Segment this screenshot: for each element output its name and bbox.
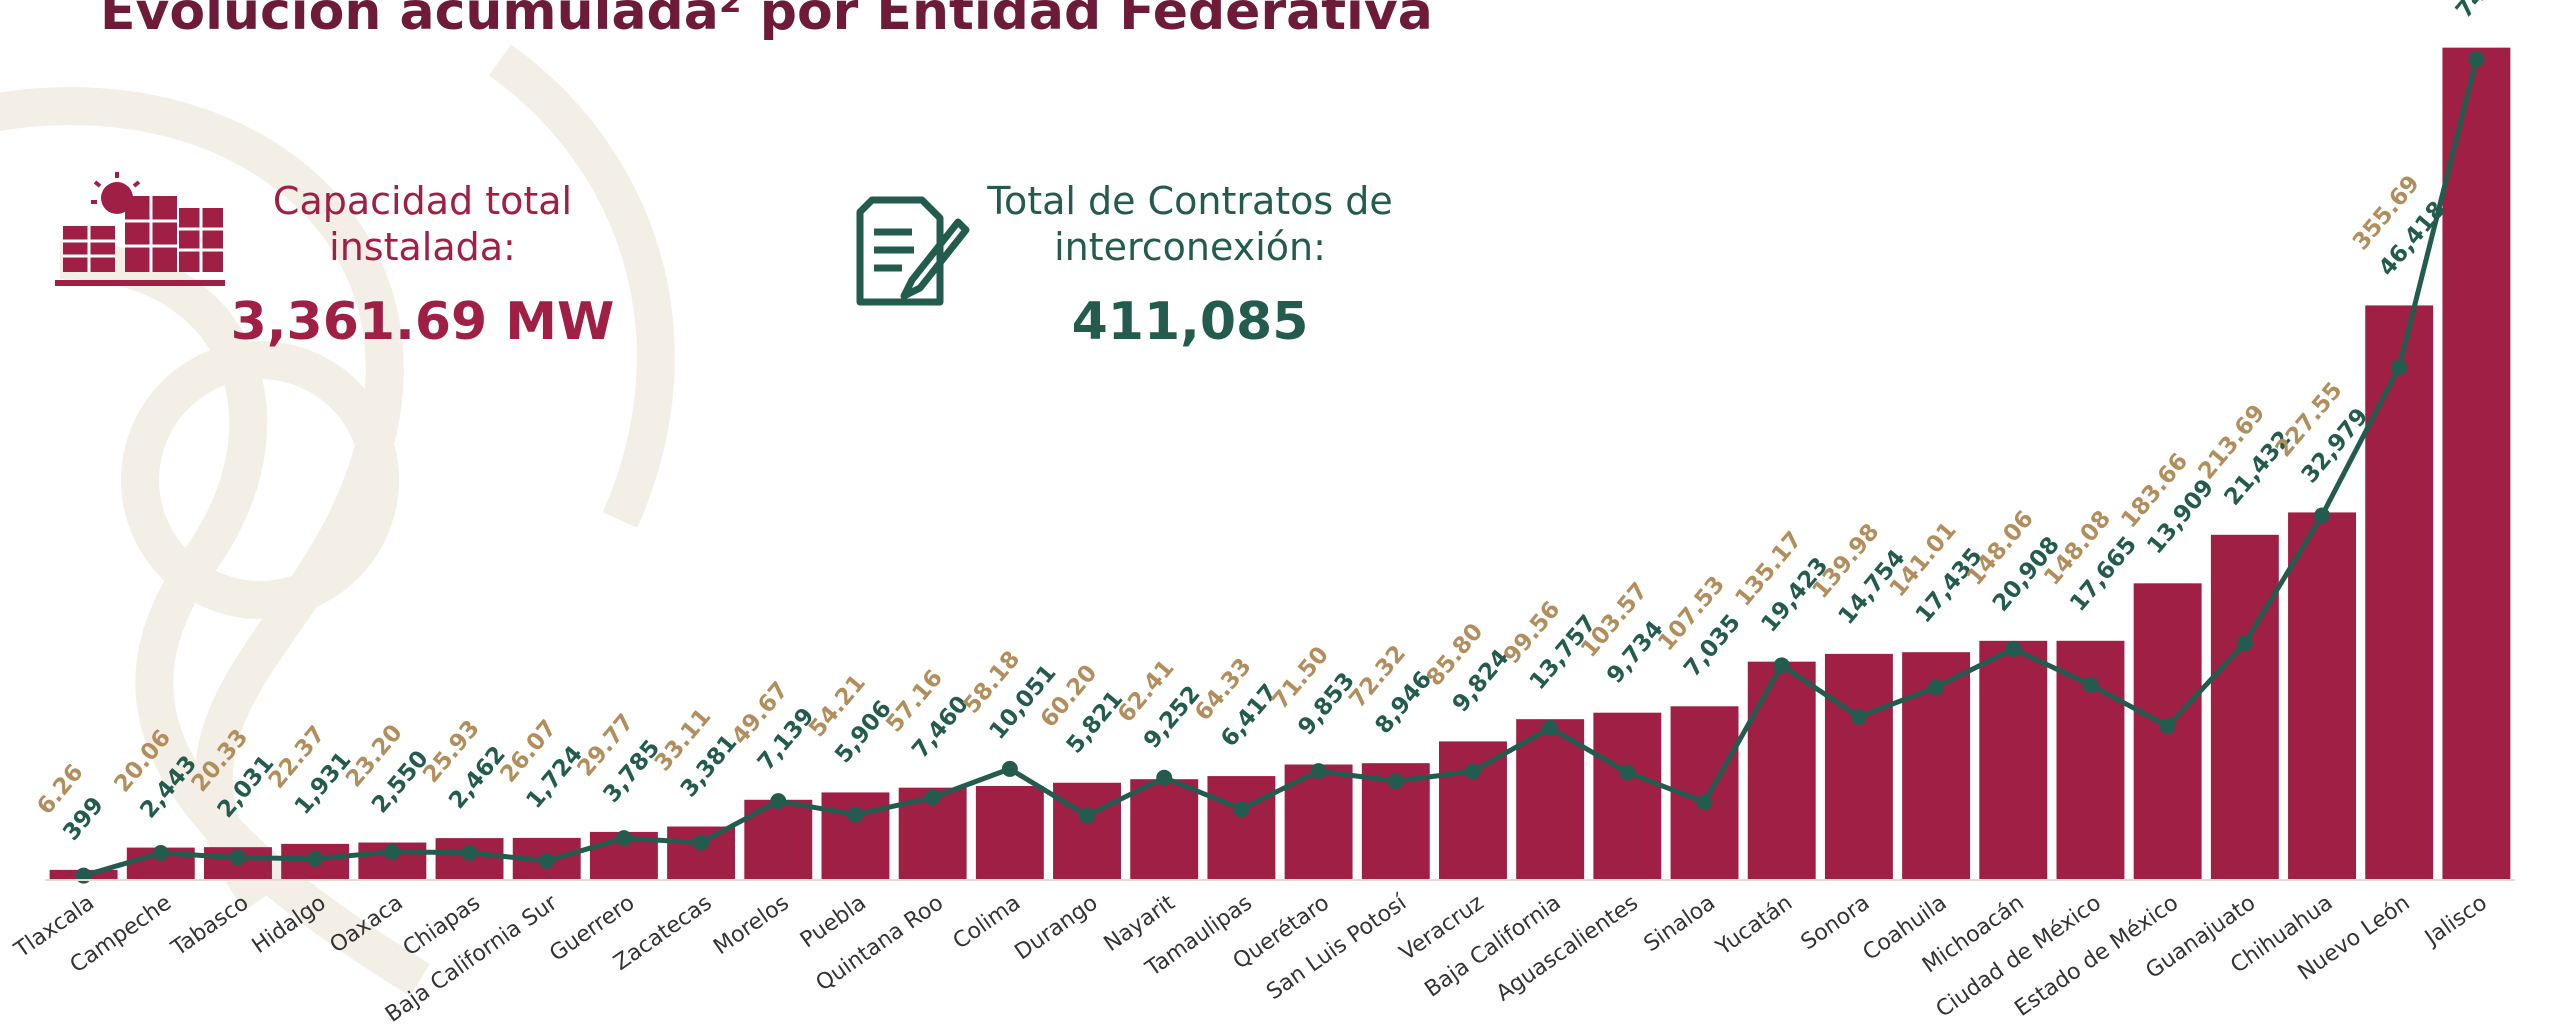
line-point [847, 806, 864, 823]
data-label: 74,261 [2451, 0, 2528, 23]
line-point [615, 830, 632, 847]
line-point [538, 852, 555, 869]
x-tick-label: Aguascalientes [1492, 890, 1643, 1006]
bar [2288, 512, 2356, 880]
bar [1130, 779, 1199, 880]
line-point [1310, 763, 1327, 780]
line-point [1773, 657, 1790, 674]
bar [1516, 719, 1585, 880]
line-point [1464, 763, 1481, 780]
line-point [384, 843, 401, 860]
bar [1747, 661, 1816, 880]
line-point [2005, 640, 2022, 657]
line-point [2468, 51, 2485, 68]
x-tick-label: Sinaloa [1640, 890, 1720, 957]
bar [1979, 640, 2048, 880]
line-point [2314, 507, 2331, 524]
bar [667, 826, 736, 880]
line-point [2159, 718, 2176, 735]
card-label: Capacidad total instalada: [272, 179, 573, 269]
line-point [1928, 679, 1945, 696]
bar [975, 786, 1044, 880]
x-tick-label: Hidalgo [248, 890, 331, 958]
line-point [2082, 676, 2099, 693]
bar [2365, 305, 2434, 881]
x-tick-label: Morelos [709, 890, 793, 960]
line-point [307, 850, 324, 867]
line-point [2391, 358, 2408, 375]
line-point [1619, 764, 1636, 781]
line-point [1696, 794, 1713, 811]
x-tick-label: Oaxaca [326, 890, 408, 958]
x-tick-label: Durango [1010, 890, 1102, 965]
x-tick-label: Tabasco [166, 890, 253, 961]
line-point [924, 789, 941, 806]
line-point [229, 849, 246, 866]
line-point [461, 844, 478, 861]
line-point [1001, 760, 1018, 777]
bar [2210, 534, 2279, 880]
bar [821, 792, 890, 880]
line-point [1233, 801, 1250, 818]
line-point [1542, 719, 1559, 736]
line-point [1156, 769, 1173, 786]
line-point [1079, 807, 1096, 824]
line-point [693, 834, 710, 851]
line [82, 58, 2479, 878]
x-tick-label: San Luis Potosí [1262, 890, 1412, 1005]
bar [2056, 640, 2125, 880]
line-point [75, 867, 92, 884]
line-point [2236, 635, 2253, 652]
bar [1824, 653, 1893, 880]
line-point [152, 844, 169, 861]
title: Evolución acumulada² por Entidad Federat… [100, 0, 1433, 42]
solar-icon [55, 172, 225, 286]
bar [1439, 741, 1507, 880]
card-value: 3,361.69 MW [230, 292, 615, 352]
line-point [1387, 773, 1404, 790]
contract-icon [856, 196, 970, 306]
bar [1053, 782, 1121, 880]
bar [1207, 776, 1276, 880]
line-point [770, 793, 787, 810]
bar [1593, 712, 1662, 880]
x-tick-label: Jalisco [2419, 890, 2492, 951]
watermark [0, 44, 675, 997]
card-value: 411,085 [1071, 292, 1309, 352]
x-tick-label: Quintana Roo [812, 890, 948, 996]
bar [2442, 47, 2511, 881]
card-label: Total de Contratos de interconexión: [987, 179, 1393, 269]
line-point [1850, 708, 1867, 725]
x-tick-label: Yucatán [1711, 890, 1797, 961]
